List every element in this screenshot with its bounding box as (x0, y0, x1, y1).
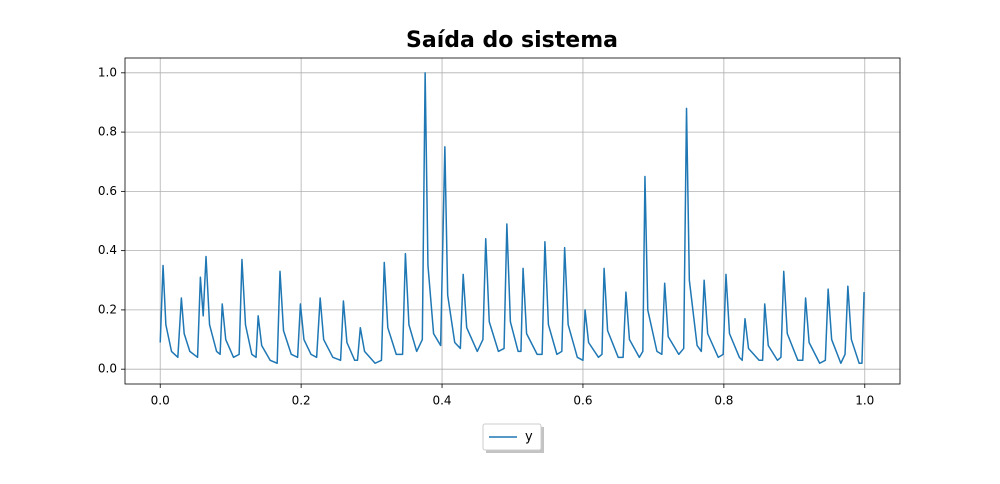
y-tick-label: 1.0 (98, 65, 117, 79)
data-line (159, 72, 865, 364)
y-tick-label: 0.4 (98, 243, 117, 257)
x-tick-label: 0.6 (573, 394, 592, 408)
x-tick-label: 0.8 (714, 394, 733, 408)
chart-title: Saída do sistema (406, 28, 618, 53)
x-tick-label: 0.4 (432, 394, 451, 408)
y-tick-label: 0.6 (98, 184, 117, 198)
x-tick-label: 0.0 (151, 394, 170, 408)
legend: y (482, 423, 544, 453)
legend-label: y (525, 430, 533, 445)
x-tick-label: 1.0 (855, 394, 874, 408)
y-tick-label: 0.8 (98, 125, 117, 139)
plot-frame (124, 57, 901, 385)
y-tick-label: 0.0 (98, 362, 117, 376)
x-tick-label: 0.2 (292, 394, 311, 408)
y-tick-label: 0.2 (98, 302, 117, 316)
